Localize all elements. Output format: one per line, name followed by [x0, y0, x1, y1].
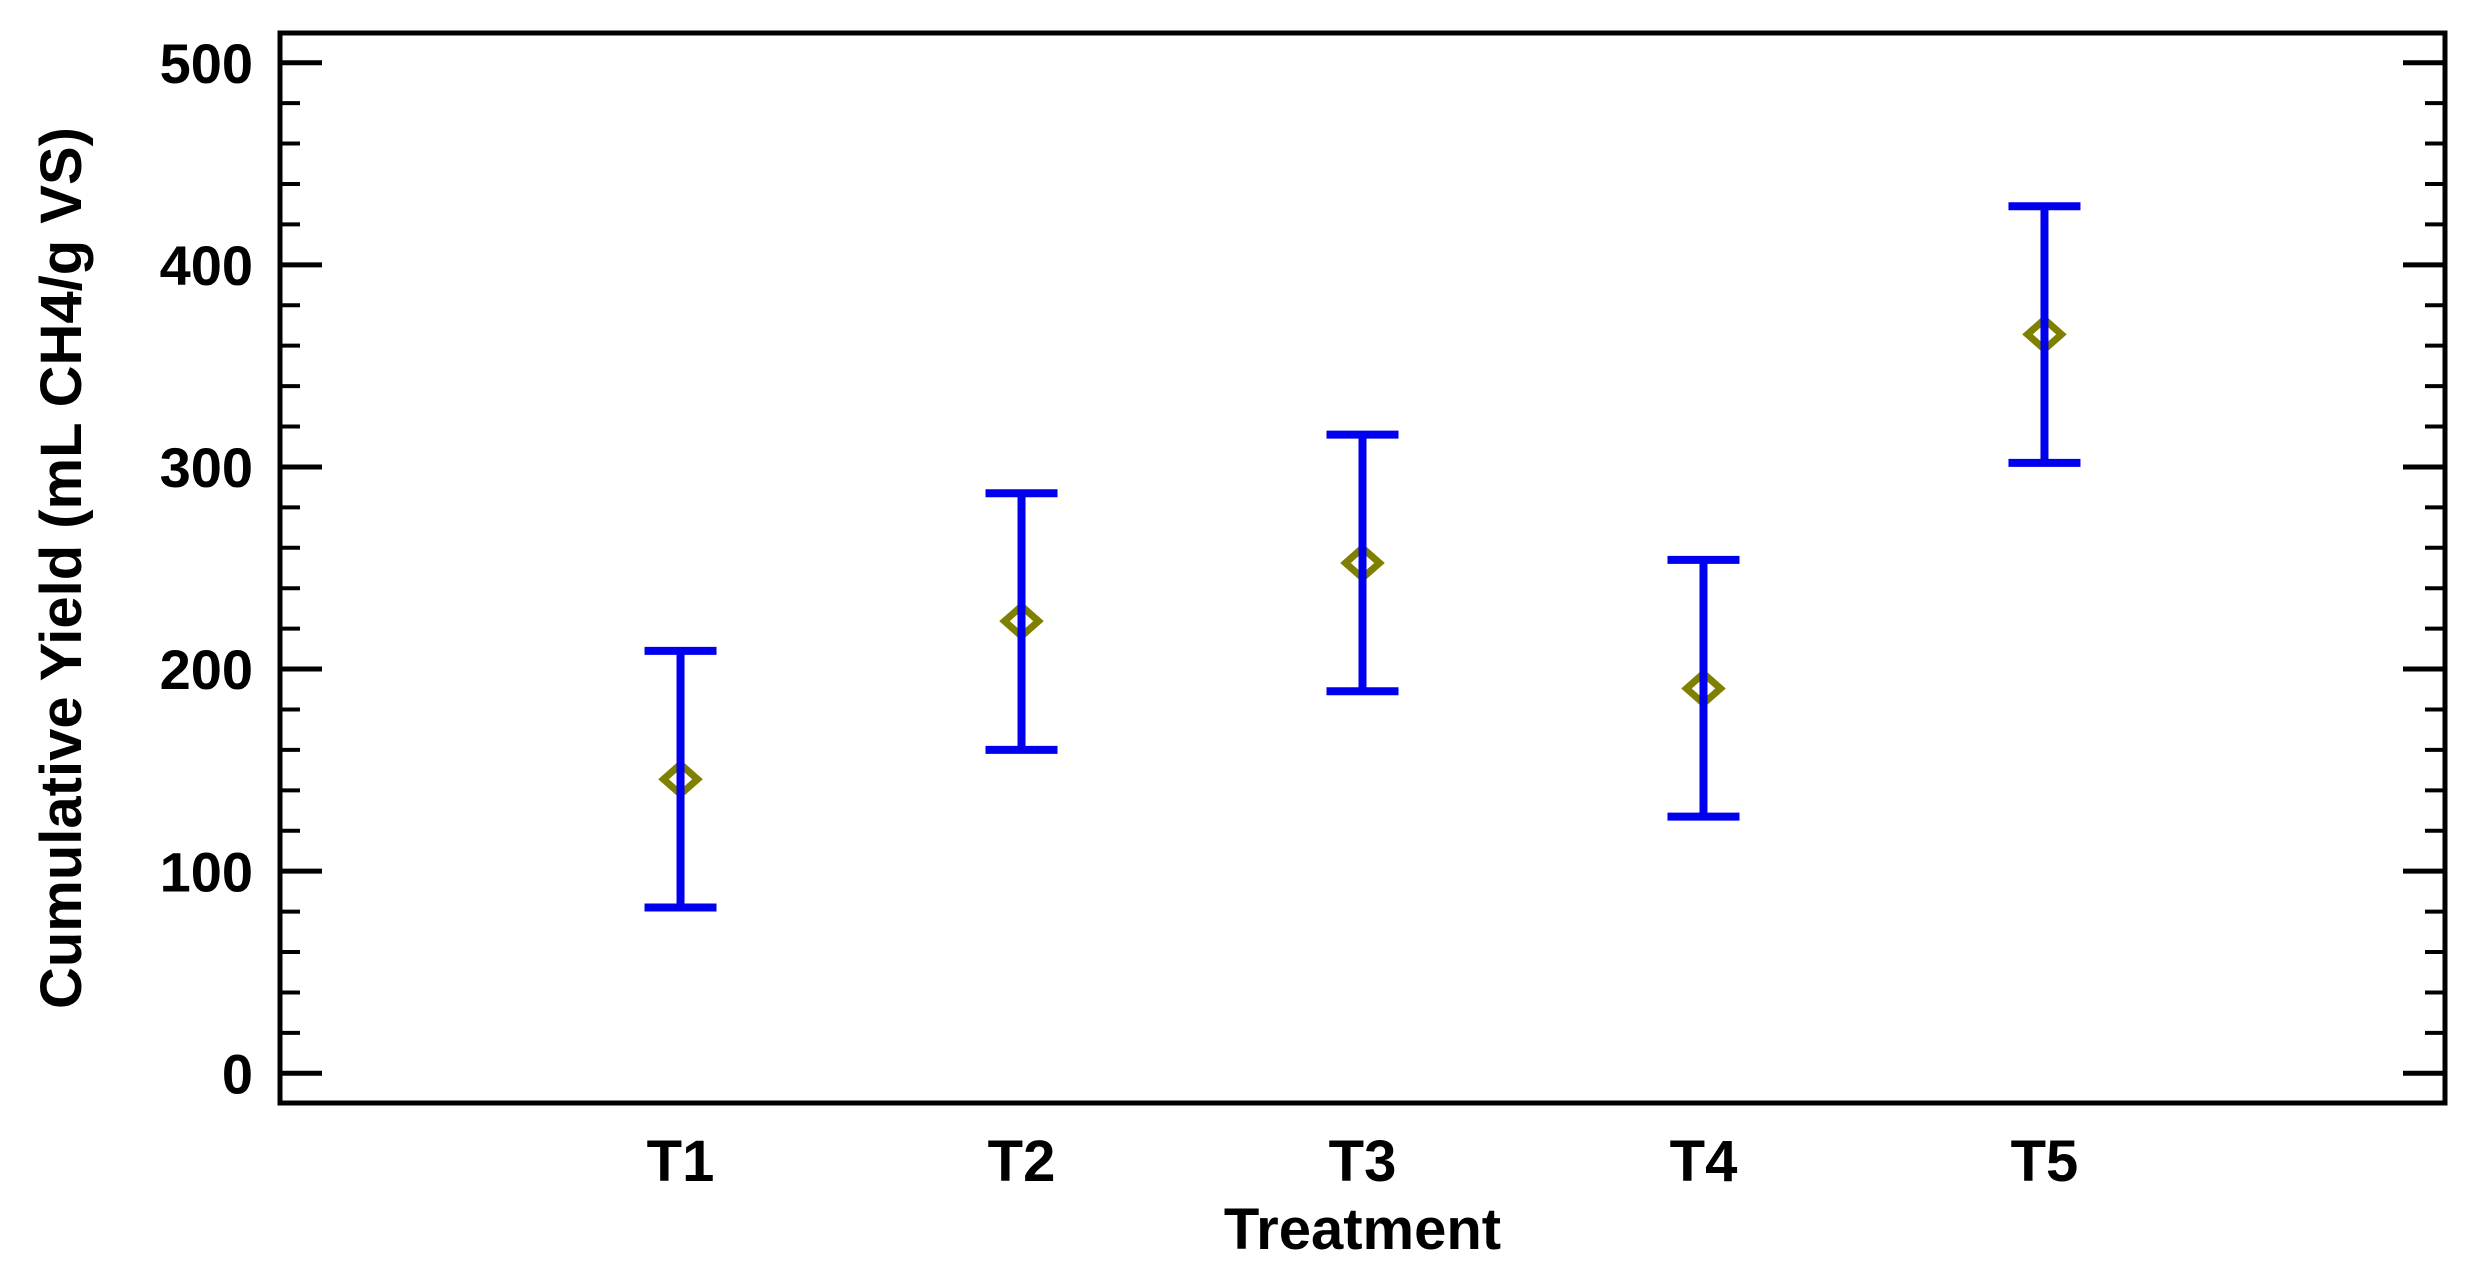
y-axis-title: Cumulative Yield (mL CH4/g VS)	[29, 127, 94, 1010]
y-tick-label: 400	[160, 234, 253, 297]
y-tick-label: 200	[160, 638, 253, 701]
x-category-label: T4	[1670, 1129, 1738, 1194]
x-category-label: T3	[1329, 1129, 1397, 1194]
x-category-label: T5	[2011, 1129, 2079, 1194]
x-category-label: T1	[647, 1129, 715, 1194]
y-tick-label: 300	[160, 436, 253, 499]
y-tick-label: 0	[222, 1042, 253, 1105]
x-axis-title: Treatment	[1223, 1197, 1502, 1262]
x-category-label: T2	[988, 1129, 1056, 1194]
plot-frame	[277, 30, 2448, 1106]
y-tick-label: 100	[160, 840, 253, 903]
y-tick-label: 500	[160, 32, 253, 95]
